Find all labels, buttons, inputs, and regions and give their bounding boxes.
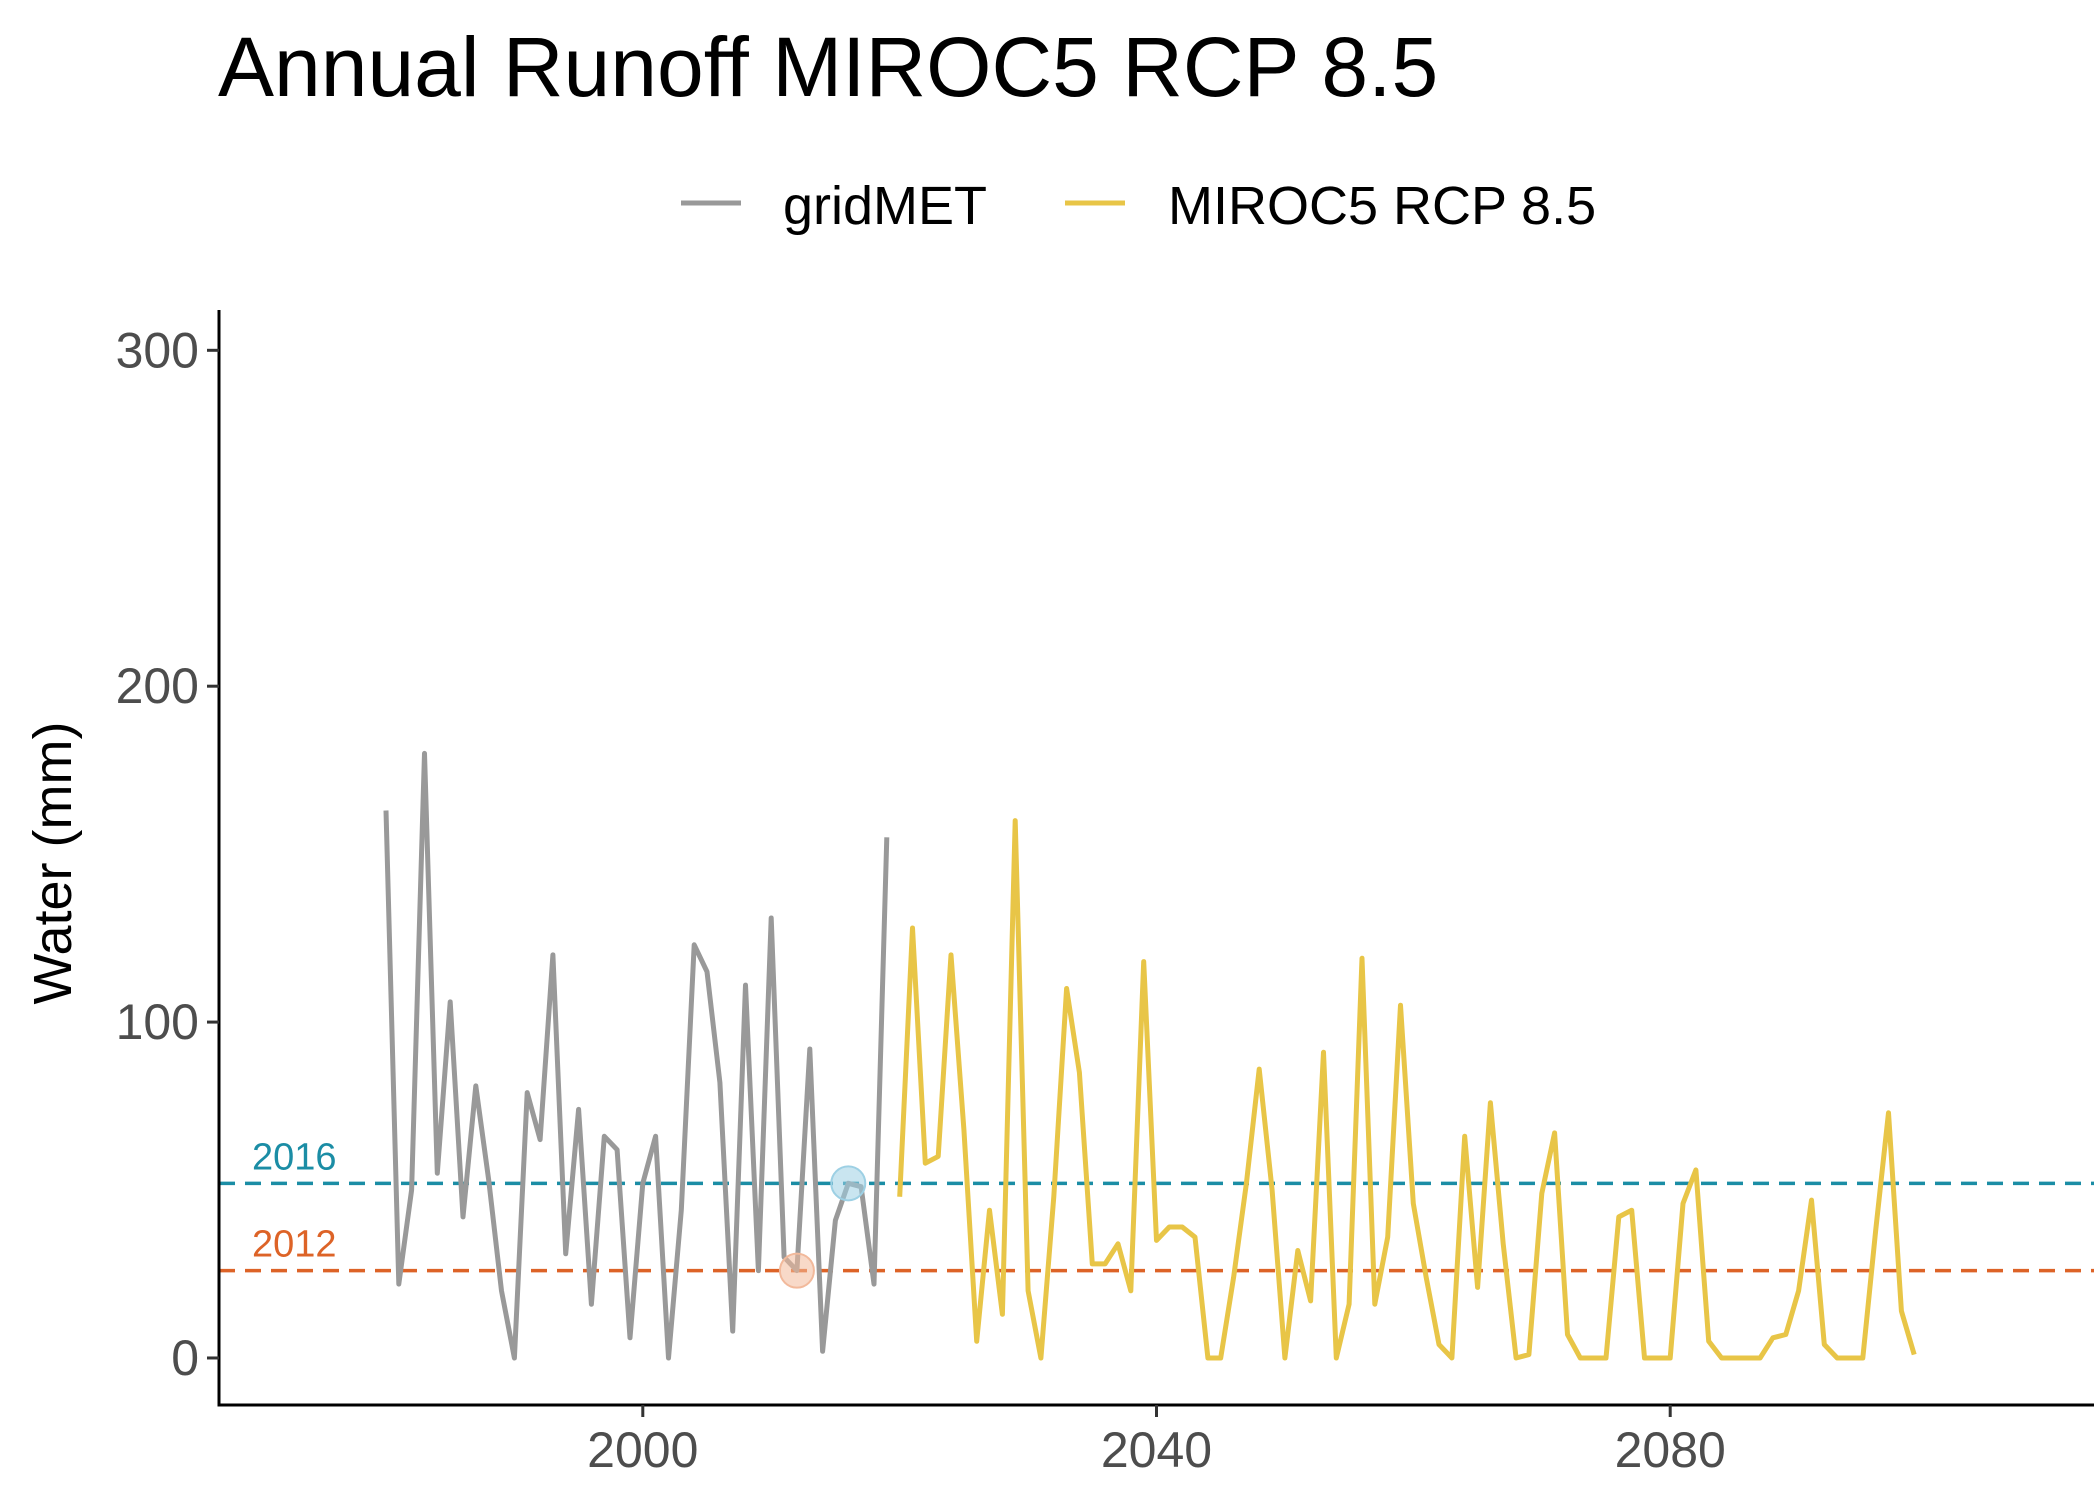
x-tick-label-2080: 2080 [1615, 1422, 1726, 1478]
highlight-point-2012 [778, 1252, 815, 1289]
legend-label-gridmet: gridMET [783, 176, 987, 236]
plot-area: 2016 2012 0 100 200 300 2000 2040 2080 [116, 310, 2094, 1478]
reference-label-2012: 2012 [252, 1224, 337, 1266]
highlight-point-2016 [830, 1165, 867, 1202]
x-tick-label-2000: 2000 [587, 1422, 698, 1478]
series-line-miroc5 [897, 818, 1917, 1361]
x-tick-label-2040: 2040 [1101, 1422, 1212, 1478]
chart-title: Annual Runoff MIROC5 RCP 8.5 [218, 20, 1438, 114]
legend-label-miroc5: MIROC5 RCP 8.5 [1168, 176, 1596, 236]
y-tick-label-100: 100 [116, 994, 199, 1050]
y-tick-label-200: 200 [116, 658, 199, 714]
y-tick-label-300: 300 [116, 322, 199, 378]
series-line-gridmet [383, 750, 890, 1361]
y-tick-label-0: 0 [171, 1330, 199, 1386]
legend: gridMET MIROC5 RCP 8.5 [681, 176, 1596, 236]
reference-label-2016: 2016 [252, 1136, 337, 1178]
y-axis-title: Water (mm) [23, 722, 83, 1005]
